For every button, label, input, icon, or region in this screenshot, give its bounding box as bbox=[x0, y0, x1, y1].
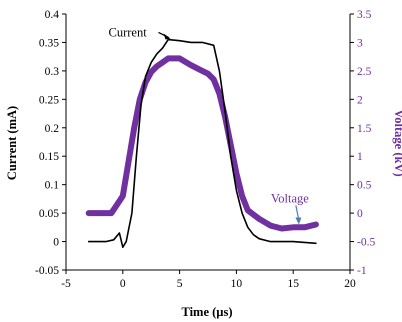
annotation-layer: Current Voltage bbox=[109, 25, 309, 225]
right-y-tick-label: 1 bbox=[357, 151, 363, 163]
left-y-tick-label: 0.2 bbox=[45, 123, 60, 135]
current-annotation-arrowhead bbox=[163, 33, 171, 40]
left-y-tick-label: 0.35 bbox=[39, 37, 59, 49]
x-axis-title: Time (µs) bbox=[181, 305, 232, 319]
voltage-annotation-arrowhead bbox=[295, 217, 302, 225]
right-y-tick-label: -0.5 bbox=[357, 237, 375, 249]
x-tick-label: 0 bbox=[120, 278, 126, 290]
left-y-tick-label: 0.1 bbox=[45, 180, 60, 192]
right-y-axis-title: Voltage (kV) bbox=[392, 109, 402, 176]
current-annotation-label: Current bbox=[109, 25, 148, 39]
left-y-tick-label: 0 bbox=[53, 237, 59, 249]
right-y-tick-label: 0 bbox=[357, 208, 363, 220]
right-y-tick-label: 2 bbox=[357, 94, 363, 106]
x-tick-label: -5 bbox=[61, 278, 71, 290]
current-series-line bbox=[87, 38, 317, 248]
voltage-annotation-label: Voltage bbox=[271, 191, 309, 205]
right-y-tick-label: 0.5 bbox=[357, 180, 372, 192]
left-y-axis-title: Current (mA) bbox=[5, 106, 19, 180]
x-tick-label: 5 bbox=[177, 278, 183, 290]
left-y-tick-label: 0.15 bbox=[39, 151, 59, 163]
plot-area bbox=[65, 14, 351, 271]
x-tick-label: 15 bbox=[287, 278, 299, 290]
left-y-tick-label: -0.05 bbox=[35, 265, 59, 277]
right-y-tick-label: -1 bbox=[357, 265, 367, 277]
right-y-tick-label: 3 bbox=[357, 37, 363, 49]
right-y-tick-label: 1.5 bbox=[357, 123, 372, 135]
series-layer bbox=[85, 38, 319, 248]
right-y-axis-ticks: -1 -0.5 0 0.5 1 1.5 2 2.5 3 3.5 bbox=[350, 9, 375, 277]
x-axis-ticks: -5 0 5 10 15 20 bbox=[61, 270, 356, 290]
left-y-axis-ticks: -0.05 0 0.05 0.1 0.15 0.2 0.25 0.3 0.35 0.4 bbox=[35, 9, 66, 277]
left-y-tick-label: 0.25 bbox=[39, 94, 59, 106]
right-y-tick-label: 3.5 bbox=[357, 9, 372, 21]
x-tick-label: 10 bbox=[231, 278, 243, 290]
left-y-tick-label: 0.3 bbox=[45, 66, 60, 78]
left-y-tick-label: 0.4 bbox=[45, 9, 60, 21]
left-y-tick-label: 0.05 bbox=[39, 208, 59, 220]
voltage-series-line bbox=[85, 55, 319, 232]
right-y-tick-label: 2.5 bbox=[357, 66, 372, 78]
x-tick-label: 20 bbox=[344, 278, 356, 290]
